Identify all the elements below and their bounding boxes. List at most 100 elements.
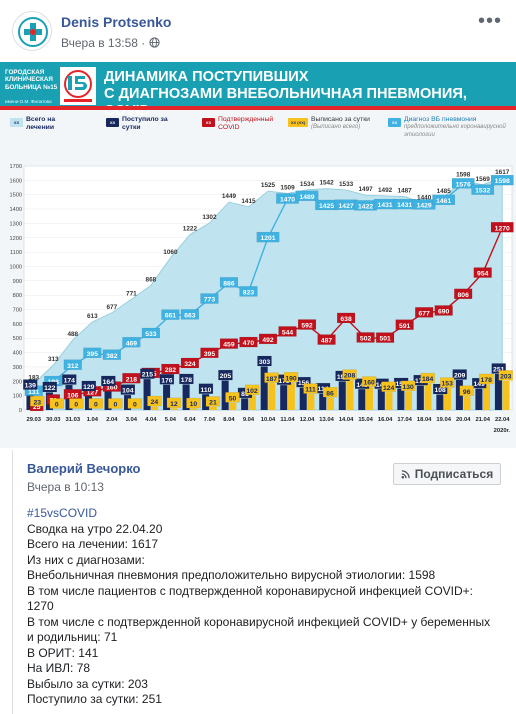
- comment-line: Всего на лечении: 1617: [27, 537, 159, 551]
- discharged-label: 111: [305, 387, 316, 394]
- comment-time[interactable]: Вчера в 10:13: [27, 480, 104, 494]
- discharged-label: 86: [326, 390, 334, 397]
- pneumonia-label: 1429: [417, 202, 432, 209]
- post-meta: Вчера в 13:58 ·: [61, 36, 160, 50]
- admitted-label: 251: [493, 367, 505, 374]
- pneumonia-label-box: [180, 309, 200, 320]
- pneumonia-label: 661: [165, 313, 177, 320]
- admitted-label-box: [452, 369, 467, 380]
- x-tick-label: 19.04: [436, 417, 451, 423]
- total-label: 1598: [456, 172, 471, 179]
- pneumonia-label-box: [432, 194, 456, 206]
- year-label: 2020г.: [494, 428, 511, 434]
- pneumonia-label-box: [471, 184, 495, 195]
- pneumonia-label: 395: [87, 351, 99, 358]
- discharged-label-box: [127, 398, 143, 409]
- subscribe-button[interactable]: Подписаться: [393, 463, 501, 485]
- comment-line: Сводка на утро 22.04.20: [27, 521, 163, 536]
- admitted-label: 176: [161, 377, 173, 384]
- comment-author[interactable]: Валерий Вечорко: [27, 461, 141, 476]
- bar-discharged: [268, 383, 276, 410]
- admitted-label-box: [432, 383, 448, 395]
- covid-label: 106: [67, 392, 79, 399]
- legend-label-sub: предположительно коронавирусной этиологи…: [404, 123, 506, 138]
- pneumonia-label: 1532: [475, 188, 490, 195]
- discharged-label: 130: [402, 384, 414, 391]
- legend-label-main: Выписано за сутки: [311, 116, 370, 123]
- discharged-label-box: [439, 377, 455, 388]
- legend-swatch: XX: [388, 118, 401, 127]
- bar-discharged: [209, 406, 217, 410]
- avatar[interactable]: [12, 11, 52, 51]
- covid-label-box: [219, 338, 239, 349]
- comment-line: В том числе пациентов с подтвержденной к…: [27, 583, 473, 614]
- admitted-label-box: [218, 369, 233, 381]
- covid-label: 160: [106, 385, 118, 392]
- infographic-image[interactable]: ГОРОДСКАЯ КЛИНИЧЕСКАЯ БОЛЬНИЦА №15 имени…: [0, 62, 516, 448]
- pneumonia-label-box: [122, 336, 141, 348]
- discharged-label-box: [88, 398, 104, 409]
- x-tick-label: 2.04: [106, 417, 118, 423]
- discharged-label: 208: [344, 373, 356, 380]
- discharged-label: 0: [94, 402, 98, 409]
- x-tick-label: 30.03: [46, 417, 61, 423]
- bar-discharged: [190, 408, 198, 410]
- bar-admitted: [104, 386, 112, 410]
- x-tick-label: 13.04: [319, 417, 334, 423]
- bar-discharged: [326, 397, 334, 410]
- pneumonia-label-box: [63, 359, 82, 370]
- pneumonia-label: 533: [145, 331, 157, 338]
- discharged-label: 203: [500, 373, 512, 380]
- covid-label: 591: [399, 323, 411, 330]
- legend-label: Диагноз ВБ пневмония предположительно ко…: [404, 116, 516, 139]
- covid-label: 127: [87, 389, 99, 396]
- bar-discharged: [424, 383, 432, 410]
- discharged-label: 0: [133, 402, 137, 409]
- pneumonia-label: 886: [223, 280, 235, 287]
- discharged-label-box: [186, 397, 201, 409]
- bar-admitted: [338, 381, 346, 410]
- bar-admitted: [494, 373, 502, 410]
- bar-admitted: [377, 389, 385, 410]
- post-author[interactable]: Denis Protsenko: [61, 14, 172, 30]
- bar-discharged: [443, 388, 452, 410]
- pneumonia-label: 131: [28, 389, 40, 396]
- x-tick-label: 5.04: [165, 417, 177, 423]
- covid-label: 592: [301, 323, 313, 330]
- bar-admitted: [143, 379, 151, 410]
- total-label: 868: [146, 276, 157, 283]
- total-label: 313: [48, 356, 59, 363]
- pneumonia-label: 1470: [280, 197, 295, 204]
- x-tick-label: 12.04: [300, 417, 315, 423]
- discharged-label: 24: [151, 399, 159, 406]
- bar-discharged: [287, 382, 295, 410]
- total-label: 613: [87, 313, 98, 320]
- covid-label: 282: [165, 367, 177, 374]
- x-tick-label: 31.03: [66, 417, 81, 423]
- total-label: 771: [126, 290, 137, 297]
- admitted-label: 104: [122, 388, 134, 395]
- bar-discharged: [346, 380, 354, 410]
- y-tick-label: 100: [13, 394, 22, 400]
- post-time[interactable]: Вчера в 13:58 ·: [61, 36, 149, 50]
- covid-label: 492: [262, 337, 274, 344]
- covid-label-box: [297, 319, 317, 330]
- legend-label: Поступило за сутки: [122, 116, 168, 131]
- discharged-label-box: [264, 372, 279, 383]
- admitted-label-box: [257, 355, 272, 367]
- discharged-label: 124: [383, 385, 395, 392]
- ellipsis-icon[interactable]: •••: [477, 10, 502, 32]
- y-tick-label: 1500: [10, 193, 22, 199]
- total-label: 183: [28, 375, 39, 382]
- discharged-label-box: [342, 369, 357, 380]
- discharged-label-box: [147, 395, 162, 407]
- admitted-label: 205: [220, 373, 232, 380]
- infographic-title: ДИНАМИКА ПОСТУПИВШИХ С ДИАГНОЗАМИ ВНЕБОЛ…: [104, 69, 516, 120]
- bar-discharged: [502, 380, 510, 410]
- bar-admitted: [455, 380, 463, 410]
- hashtag-link[interactable]: #15vsCOVID: [27, 506, 98, 520]
- covid-label-box: [258, 333, 278, 345]
- total-label: 1525: [261, 182, 276, 189]
- admitted-label: 174: [64, 378, 76, 385]
- total-label: 1617: [495, 169, 510, 176]
